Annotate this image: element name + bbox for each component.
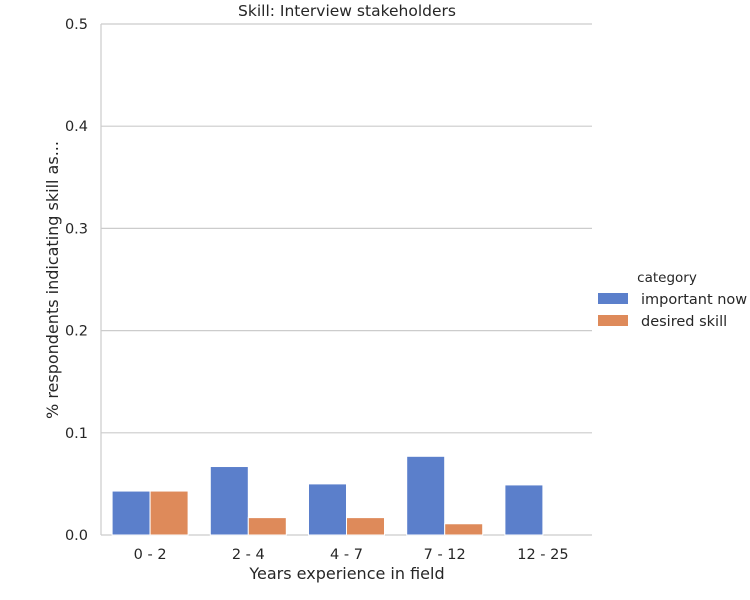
x-tick-label: 4 - 7 <box>330 547 363 563</box>
y-tick-label: 0.3 <box>65 221 88 237</box>
legend-swatch <box>598 293 628 304</box>
bar-desired-skill-0 <box>149 490 189 536</box>
x-tick-label: 12 - 25 <box>517 547 568 563</box>
y-tick-label: 0.4 <box>65 119 88 135</box>
y-gridlines <box>101 23 592 434</box>
bar-important-now-1 <box>209 466 249 536</box>
legend-title: category <box>637 270 697 286</box>
bars <box>111 455 544 536</box>
x-tick-label: 0 - 2 <box>134 547 167 563</box>
x-tick-labels: 0 - 2 2 - 4 4 - 7 7 - 12 12 - 25 <box>134 547 569 563</box>
legend-label: important now <box>641 292 747 308</box>
legend-label: desired skill <box>641 314 727 330</box>
x-axis-label: Years experience in field <box>248 564 444 583</box>
y-tick-label: 0.5 <box>65 17 88 33</box>
y-axis-label: % respondents indicating skill as... <box>43 141 62 419</box>
x-tick-label: 7 - 12 <box>424 547 466 563</box>
bar-desired-skill-2 <box>346 517 385 536</box>
chart-title: Skill: Interview stakeholders <box>238 2 456 20</box>
y-tick-label: 0.2 <box>65 324 88 340</box>
bar-desired-skill-1 <box>247 517 287 536</box>
bar-important-now-0 <box>111 490 151 536</box>
bar-desired-skill-3 <box>444 523 484 536</box>
y-tick-label: 0.1 <box>65 426 88 442</box>
legend-swatch <box>598 315 628 326</box>
bar-important-now-2 <box>308 483 347 536</box>
bar-important-now-3 <box>406 455 446 536</box>
x-tick-label: 2 - 4 <box>232 547 265 563</box>
y-tick-label: 0.0 <box>65 528 88 544</box>
legend: category important now desired skill <box>598 270 747 330</box>
bar-important-now-4 <box>504 484 544 536</box>
y-tick-labels: 0.0 0.1 0.2 0.3 0.4 0.5 <box>65 17 88 544</box>
